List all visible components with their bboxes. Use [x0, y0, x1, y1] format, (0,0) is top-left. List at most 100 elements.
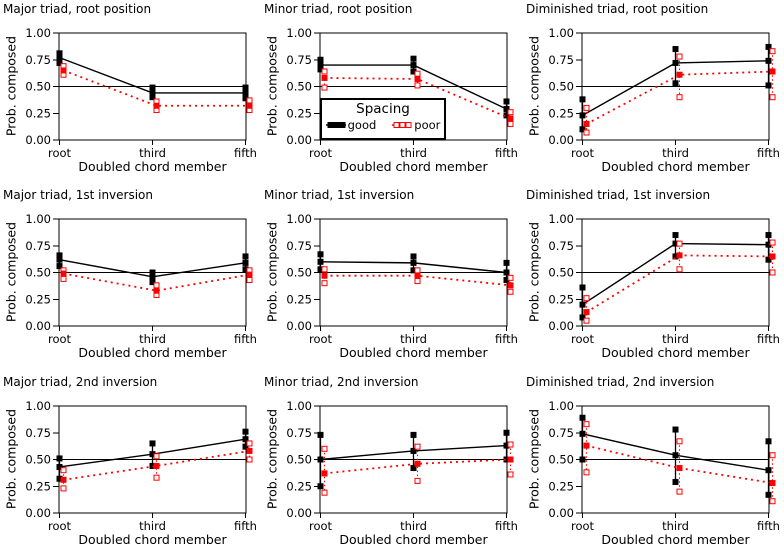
chart-title: Minor triad, 1st inversion [264, 188, 415, 202]
data-point-marker [507, 282, 514, 289]
series-poor [321, 266, 514, 295]
data-point-marker [56, 54, 63, 61]
plot-area: 0.00 0.25 0.50 0.75 1.00 root third fifth [286, 26, 518, 160]
chart-title: Minor triad, root position [264, 2, 413, 16]
error-bar-cap [503, 98, 510, 105]
chart-title: Diminished triad, 2nd inversion [526, 375, 715, 389]
chart-graphics: 0.00 0.25 0.50 0.75 1.00 root third fifth [548, 26, 780, 160]
y-tick-label: 0.00 [548, 506, 574, 520]
error-bar-cap [583, 317, 590, 324]
data-point-marker [246, 447, 253, 454]
error-bar-cap [410, 253, 417, 260]
error-bar-cap [672, 478, 679, 485]
y-tick-label: 1.00 [286, 212, 312, 226]
error-bar-cap [769, 94, 776, 101]
data-point-marker [769, 480, 776, 487]
x-tick-label: root [571, 146, 595, 160]
error-bar-cap [321, 84, 328, 91]
legend-poor-marker-icon [392, 121, 413, 129]
chart-graphics: 0.00 0.25 0.50 0.75 1.00 root third fifth [286, 26, 518, 160]
x-axis-label: Doubled chord member [601, 532, 750, 547]
y-tick-label: 1.00 [25, 212, 51, 226]
data-point-marker [583, 309, 590, 316]
y-tick-label: 0.00 [25, 133, 51, 147]
error-bar-cap [583, 295, 590, 302]
data-point-marker [583, 120, 590, 127]
data-point-marker [56, 256, 63, 263]
error-bar-cap [765, 438, 772, 445]
error-bar-cap [579, 414, 586, 421]
y-tick-label: 0.00 [286, 319, 312, 333]
x-axis-label: Doubled chord member [339, 532, 488, 547]
chart-title: Diminished triad, 1st inversion [526, 188, 711, 202]
y-tick-label: 0.50 [548, 266, 574, 280]
data-point-marker [410, 62, 417, 69]
data-point-marker [583, 442, 590, 449]
error-bar-cap [769, 498, 776, 505]
x-tick-label: third [662, 332, 689, 346]
legend-title: Spacing [356, 101, 410, 117]
error-bar-cap [676, 266, 683, 273]
chart-graphics: 0.00 0.25 0.50 0.75 1.00 root third fifth [25, 26, 257, 160]
error-bar-cap [321, 445, 328, 452]
chart-major-1st-inversion: Major triad, 1st inversion 0.00 0.25 0.50 0… [0, 186, 261, 373]
chart-title: Diminished triad, root position [526, 2, 709, 16]
data-point-marker [507, 115, 514, 122]
y-tick-label: 1.00 [286, 26, 312, 40]
y-tick-label: 0.50 [25, 266, 51, 280]
y-tick-label: 1.00 [548, 399, 574, 413]
y-axis-label: Prob. composed [3, 408, 19, 510]
data-point-marker [246, 271, 253, 278]
data-point-marker [414, 76, 421, 83]
chart-title: Major triad, 1st inversion [3, 188, 153, 202]
y-tick-label: 0.25 [548, 292, 574, 306]
data-point-marker [503, 105, 510, 112]
y-tick-label: 0.75 [548, 239, 574, 253]
data-point-marker [414, 272, 421, 279]
data-point-marker [765, 57, 772, 64]
error-bar-cap [676, 94, 683, 101]
y-tick-label: 0.75 [286, 53, 312, 67]
y-tick-label: 0.00 [548, 133, 574, 147]
data-point-marker [672, 452, 679, 459]
chart-diminished-2nd-inversion: Diminished triad, 2nd inversion 0.00 0.25… [523, 373, 784, 559]
series-good [317, 429, 510, 490]
y-tick-label: 1.00 [286, 399, 312, 413]
x-tick-label: root [309, 146, 333, 160]
error-bar-cap [321, 489, 328, 496]
error-bar-cap [153, 282, 160, 289]
x-tick-label: third [139, 332, 166, 346]
x-tick-label: fifth [495, 519, 518, 533]
y-tick-label: 0.25 [548, 106, 574, 120]
legend-good-marker-icon [325, 121, 346, 129]
error-bar-cap [56, 455, 63, 462]
error-bar-cap [579, 126, 586, 133]
data-point-marker [60, 270, 67, 277]
error-bar-cap [242, 253, 249, 260]
error-bar-cap [583, 104, 590, 111]
error-bar-cap [410, 55, 417, 62]
y-tick-label: 0.50 [286, 80, 312, 94]
error-bar-cap [765, 232, 772, 239]
error-bar-cap [579, 456, 586, 463]
data-point-marker [676, 71, 683, 78]
error-bar-cap [246, 456, 253, 463]
x-tick-label: fifth [757, 332, 780, 346]
series-good [579, 414, 772, 498]
y-tick-label: 0.75 [25, 239, 51, 253]
x-tick-label: root [48, 332, 72, 346]
data-point-marker [676, 252, 683, 259]
error-bar-cap [672, 80, 679, 87]
x-tick-label: root [309, 332, 333, 346]
series-poor [583, 421, 776, 505]
error-bar-cap [503, 429, 510, 436]
x-tick-label: fifth [495, 332, 518, 346]
data-point-marker [149, 89, 156, 96]
error-bar-cap [676, 53, 683, 60]
data-point-marker [149, 273, 156, 280]
y-axis-label: Prob. composed [526, 408, 542, 510]
y-tick-label: 0.00 [286, 133, 312, 147]
error-bar-cap [765, 82, 772, 89]
plot-area: 0.00 0.25 0.50 0.75 1.00 root third fifth [25, 26, 257, 160]
y-tick-label: 0.25 [286, 479, 312, 493]
